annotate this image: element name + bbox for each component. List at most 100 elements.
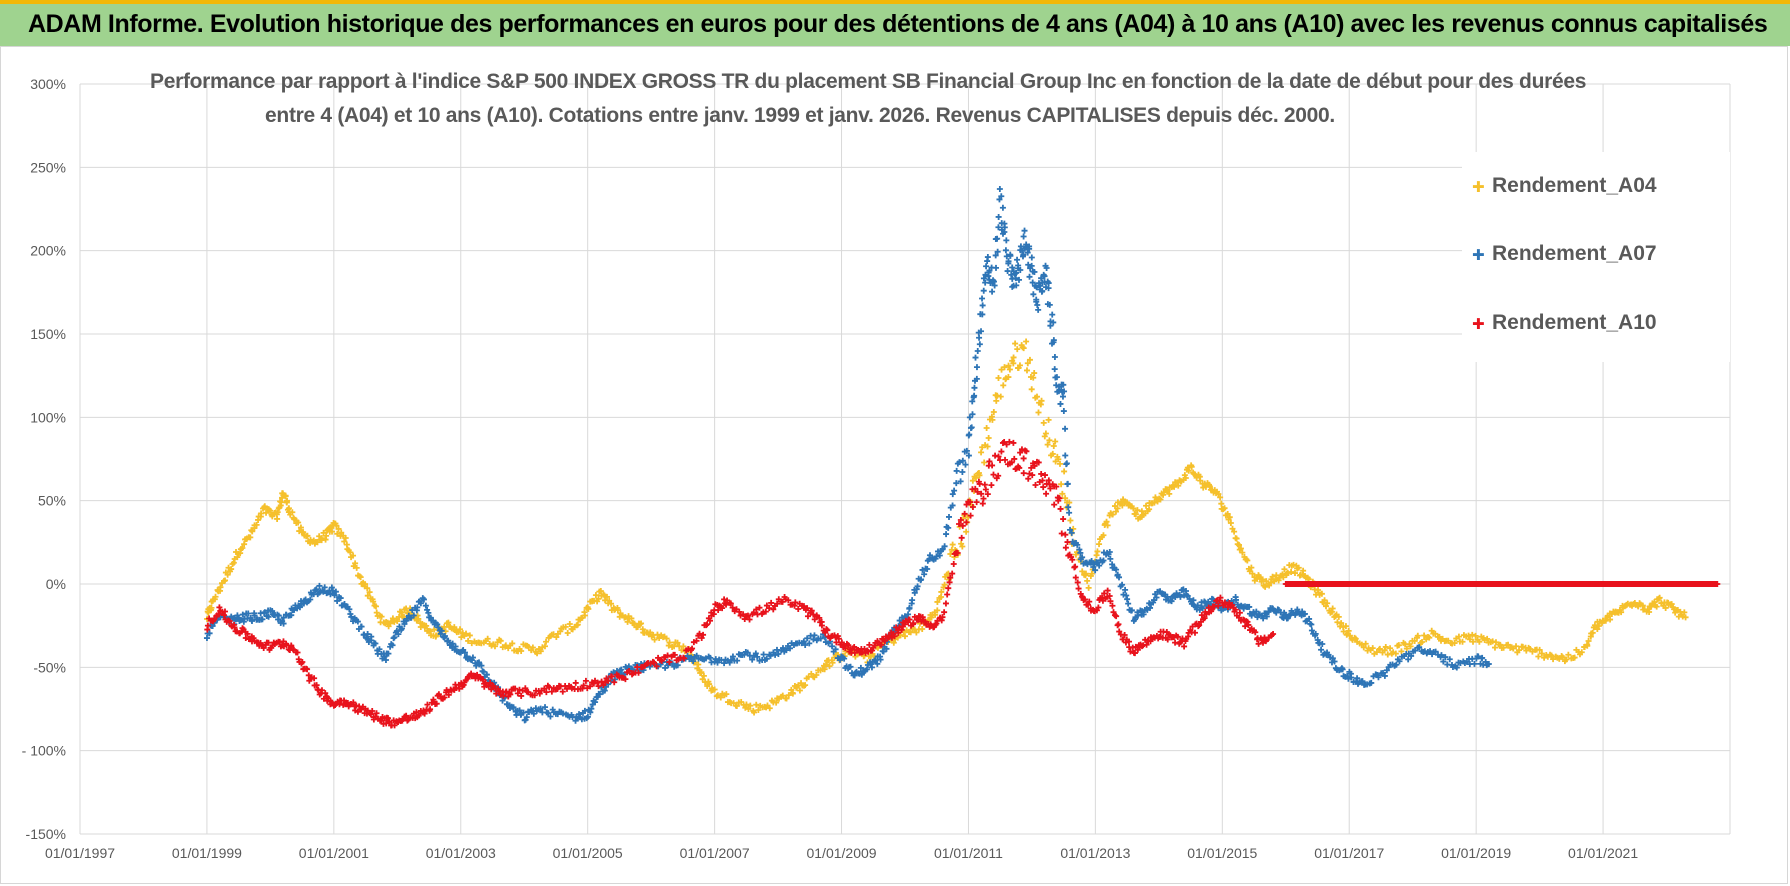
data-point	[949, 502, 956, 509]
data-point	[1088, 570, 1095, 577]
data-point	[1138, 508, 1145, 515]
data-point	[1262, 583, 1269, 590]
data-point	[338, 529, 345, 536]
data-point	[918, 576, 925, 583]
data-point	[1011, 455, 1018, 462]
data-point	[304, 666, 311, 673]
data-point	[941, 581, 948, 588]
data-point	[421, 710, 428, 717]
data-point	[671, 651, 678, 658]
data-point	[813, 672, 820, 679]
data-point	[941, 543, 948, 550]
data-point	[743, 701, 750, 708]
data-point	[802, 642, 809, 649]
data-point	[1067, 517, 1074, 524]
data-point	[385, 715, 392, 722]
data-point	[1052, 438, 1059, 445]
data-point	[833, 639, 840, 646]
data-point	[744, 612, 751, 619]
data-point	[1345, 627, 1352, 634]
data-point	[1260, 615, 1267, 622]
data-point	[980, 495, 987, 502]
data-point	[938, 594, 945, 601]
data-point	[974, 488, 981, 495]
data-point	[750, 609, 757, 616]
legend-label-a04: Rendement_A04	[1492, 174, 1657, 197]
data-point	[746, 616, 753, 623]
data-point	[239, 611, 246, 618]
data-point	[1318, 590, 1325, 597]
data-point	[483, 671, 490, 678]
data-point	[259, 616, 266, 623]
data-point	[1226, 514, 1233, 521]
data-point	[441, 632, 448, 639]
data-point	[842, 645, 849, 652]
data-point	[770, 606, 777, 613]
data-point	[1026, 273, 1033, 280]
data-point	[1414, 632, 1421, 639]
data-point	[537, 648, 544, 655]
data-point	[1020, 233, 1027, 240]
data-point	[651, 636, 658, 643]
data-point	[1062, 425, 1069, 432]
data-point	[1321, 597, 1328, 604]
data-point	[435, 624, 442, 631]
data-point	[1516, 647, 1523, 654]
data-point	[1020, 345, 1027, 352]
data-point	[1002, 456, 1009, 463]
data-point	[985, 435, 992, 442]
data-point	[905, 611, 912, 618]
data-point	[1082, 570, 1089, 577]
data-point	[1049, 311, 1056, 318]
data-point	[572, 679, 579, 686]
y-tick-label: 50%	[38, 493, 66, 509]
data-point	[1306, 615, 1313, 622]
data-point	[334, 530, 341, 537]
data-point	[1146, 506, 1153, 513]
data-point	[1001, 224, 1008, 231]
y-tick-label: - 100%	[22, 743, 66, 759]
data-point	[1196, 622, 1203, 629]
data-point	[369, 707, 376, 714]
data-point	[1062, 531, 1069, 538]
data-point	[228, 566, 235, 573]
data-point	[666, 659, 673, 666]
data-point	[829, 659, 836, 666]
data-point	[1446, 656, 1453, 663]
data-point	[328, 584, 335, 591]
data-point	[978, 449, 985, 456]
data-point	[1472, 632, 1479, 639]
data-point	[520, 709, 527, 716]
data-point	[1064, 480, 1071, 487]
data-point	[704, 621, 711, 628]
data-point	[1589, 629, 1596, 636]
data-point	[1096, 562, 1103, 569]
data-point	[1376, 645, 1383, 652]
data-point	[1253, 608, 1260, 615]
page-title: ADAM Informe. Evolution historique des p…	[28, 10, 1768, 38]
chart-title-line1: Performance par rapport à l'indice S&P 5…	[150, 70, 1587, 93]
data-point	[608, 600, 615, 607]
data-point	[274, 509, 281, 516]
data-point	[878, 641, 885, 648]
data-point	[1536, 646, 1543, 653]
data-point	[1033, 296, 1040, 303]
y-tick-label: 100%	[30, 409, 66, 425]
data-point	[534, 650, 541, 657]
data-point	[1426, 634, 1433, 641]
data-point	[966, 431, 973, 438]
data-point	[361, 581, 368, 588]
legend-marker-a07: ✚	[1472, 247, 1485, 264]
data-point	[1231, 528, 1238, 535]
data-point	[373, 609, 380, 616]
data-point	[1116, 574, 1123, 581]
data-point	[488, 686, 495, 693]
data-point	[1045, 285, 1052, 292]
data-point	[1668, 601, 1675, 608]
data-point	[1010, 354, 1017, 361]
data-point	[1106, 592, 1113, 599]
data-point	[706, 681, 713, 688]
data-point	[584, 713, 591, 720]
data-point	[1181, 643, 1188, 650]
data-point	[950, 561, 957, 568]
